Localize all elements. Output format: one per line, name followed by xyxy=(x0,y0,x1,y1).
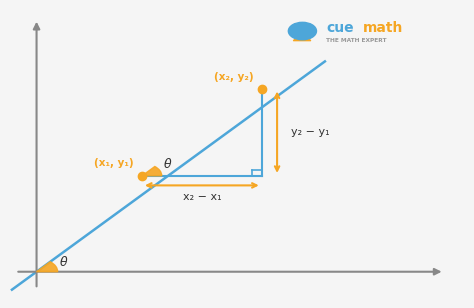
Polygon shape xyxy=(293,34,311,41)
Text: THE MATH EXPERT: THE MATH EXPERT xyxy=(326,38,387,43)
Text: (x₂, y₂): (x₂, y₂) xyxy=(214,72,253,83)
Text: θ: θ xyxy=(164,158,172,172)
Text: y₂ − y₁: y₂ − y₁ xyxy=(291,127,330,137)
Text: cue: cue xyxy=(326,22,354,35)
Text: math: math xyxy=(363,22,403,35)
Circle shape xyxy=(288,22,317,40)
Text: θ: θ xyxy=(60,256,67,269)
Wedge shape xyxy=(36,262,58,272)
Wedge shape xyxy=(142,167,162,176)
Text: (x₁, y₁): (x₁, y₁) xyxy=(94,158,134,168)
Text: x₂ − x₁: x₂ − x₁ xyxy=(182,192,221,202)
